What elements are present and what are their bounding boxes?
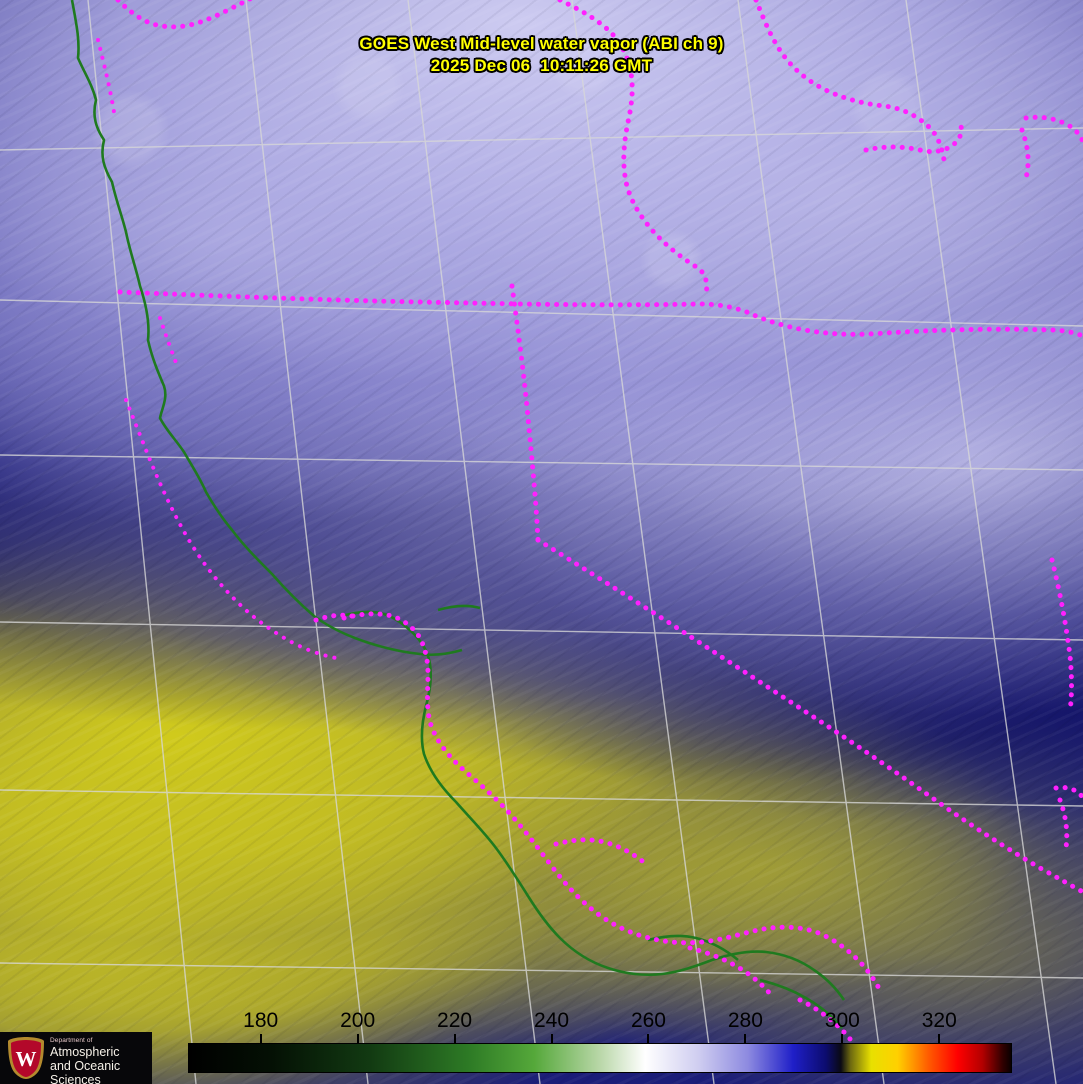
- logo-name-line-2: and Oceanic Sciences: [50, 1059, 121, 1084]
- colorbar-tick-mark: [938, 1034, 941, 1043]
- colorbar-tick-label: 260: [630, 1009, 666, 1032]
- colorbar-tick-label: 280: [727, 1009, 763, 1032]
- colorbar[interactable]: [188, 1043, 1012, 1073]
- political-borders: [96, 0, 1083, 1067]
- colorbar-tick-label: 320: [921, 1009, 957, 1032]
- colorbar-tick-marks: [0, 1034, 1083, 1043]
- logo-department-line: Department of: [50, 1037, 93, 1044]
- colorbar-tick-mark: [356, 1034, 359, 1043]
- colorbar-tick-label: 180: [243, 1009, 279, 1032]
- colorbar-tick-label: 200: [340, 1009, 376, 1032]
- colorbar-tick-mark: [841, 1034, 844, 1043]
- colorbar-tick-mark: [647, 1034, 650, 1043]
- coastline: [70, 0, 846, 1029]
- colorbar-tick-mark: [453, 1034, 456, 1043]
- colorbar-gradient: [188, 1043, 1012, 1073]
- svg-text:W: W: [16, 1047, 37, 1071]
- colorbar-tick-labels: 180 200 220 240 260 280 300 320: [0, 1008, 1083, 1034]
- uw-crest-icon: W: [8, 1037, 44, 1079]
- colorbar-tick-label: 240: [533, 1009, 570, 1032]
- colorbar-tick-label: 220: [437, 1009, 473, 1032]
- logo-text: Department of Atmospheric and Oceanic Sc…: [50, 1037, 150, 1084]
- colorbar-tick-label: 300: [824, 1009, 860, 1032]
- colorbar-tick-mark: [744, 1034, 747, 1043]
- uw-aos-logo: W Department of Atmospheric and Oceanic …: [0, 1032, 152, 1084]
- colorbar-tick-mark: [550, 1034, 553, 1043]
- colorbar-tick-mark: [259, 1034, 262, 1043]
- logo-name-line-1: Atmospheric: [50, 1045, 120, 1059]
